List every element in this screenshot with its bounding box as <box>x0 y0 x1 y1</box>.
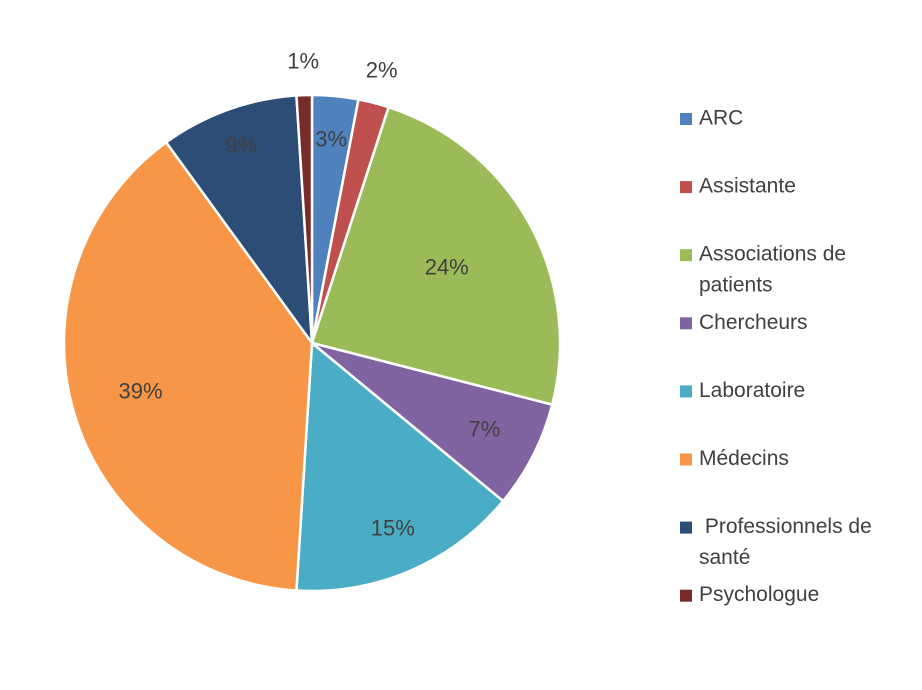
data-label-medecins: 39% <box>119 379 163 404</box>
pie-slice-associations-de-patients <box>310 105 562 407</box>
pie-slice-professionnels-de-sante <box>164 94 314 348</box>
data-label-laboratoire: 15% <box>371 515 415 540</box>
legend-swatch-psychologue <box>680 589 692 602</box>
legend-label-psychologue: Psychologue <box>699 583 819 606</box>
data-label-psychologue: 1% <box>287 49 319 74</box>
legend-label-professionnels-de-sante-line-1: Professionnels de <box>699 515 872 538</box>
legend-swatch-professionnels-de-sante <box>680 521 692 534</box>
pie-slice-medecins <box>62 140 314 592</box>
legend-item-assistante: Assistante <box>680 175 796 198</box>
legend-label-professionnels-de-sante-line-2: santé <box>699 546 750 569</box>
pie-slice-chercheurs <box>311 341 554 503</box>
legend-item-psychologue: Psychologue <box>680 583 819 606</box>
legend-label-chercheurs: Chercheurs <box>699 311 808 334</box>
data-label-professionnels-de-sante: 9% <box>226 133 258 158</box>
legend-swatch-medecins <box>680 453 692 466</box>
legend-label-medecins: Médecins <box>699 447 789 470</box>
legend-item-associations-de-patients: Associations de patients <box>680 243 846 297</box>
legend: ARC Assistante Associations de patients Cher… <box>680 107 872 606</box>
data-label-arc: 3% <box>315 126 347 151</box>
legend-label-arc: ARC <box>699 107 743 130</box>
legend-item-professionnels-de-sante: Professionnels de santé <box>680 515 872 569</box>
pie-slices <box>62 93 562 593</box>
legend-item-medecins: Médecins <box>680 447 789 470</box>
legend-swatch-arc <box>680 113 692 125</box>
data-label-assistante: 2% <box>366 57 398 82</box>
pie-slice-laboratoire <box>295 340 505 593</box>
legend-label-associations-de-patients-line-1: Associations de <box>699 243 846 266</box>
data-label-chercheurs: 7% <box>468 417 500 442</box>
legend-label-laboratoire: Laboratoire <box>699 379 805 402</box>
pie-slice-psychologue <box>295 93 314 344</box>
legend-swatch-laboratoire <box>680 385 692 398</box>
legend-item-arc: ARC <box>680 107 743 130</box>
data-label-associations-de-patients: 24% <box>425 255 469 280</box>
legend-label-associations-de-patients-line-2: patients <box>699 274 773 297</box>
legend-swatch-associations-de-patients <box>680 249 692 262</box>
legend-swatch-chercheurs <box>680 317 692 330</box>
legend-item-chercheurs: Chercheurs <box>680 311 808 334</box>
legend-item-laboratoire: Laboratoire <box>680 379 805 402</box>
data-labels: 3% 2% 24% 7% 15% 39% 9% 1% <box>119 49 501 541</box>
legend-swatch-assistante <box>680 181 692 194</box>
legend-label-assistante: Assistante <box>699 175 796 198</box>
